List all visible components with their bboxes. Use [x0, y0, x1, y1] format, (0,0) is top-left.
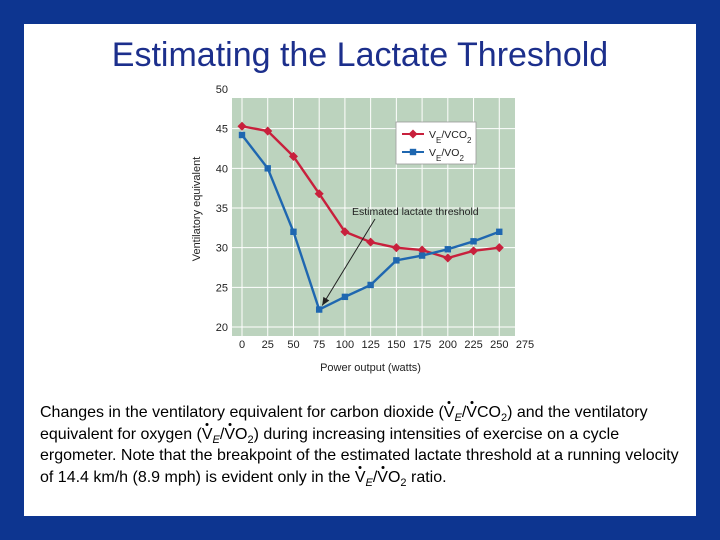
annotation-arrowhead [322, 296, 330, 306]
data-point-square [238, 131, 246, 139]
y-tick-label: 40 [216, 163, 228, 175]
legend-box [395, 121, 477, 165]
x-tick-label: 200 [439, 339, 457, 351]
figure-caption: Changes in the ventilatory equivalent fo… [40, 404, 679, 489]
x-tick-label: 0 [239, 339, 245, 351]
annotation-arrow-line [321, 218, 376, 306]
data-point-square [290, 228, 297, 235]
x-tick-label: 100 [336, 339, 354, 351]
y-tick-label: 50 [216, 84, 228, 96]
slide-title: Estimating the Lactate Threshold [111, 36, 609, 74]
x-tick-label: 275 [516, 339, 534, 351]
data-point-square [367, 281, 374, 289]
y-tick-label: 25 [216, 282, 228, 294]
data-point-diamond [366, 237, 376, 247]
y-tick-label: 35 [216, 203, 228, 215]
x-tick-label: 250 [490, 339, 508, 351]
data-point-diamond [237, 121, 247, 131]
data-point-diamond [469, 246, 479, 256]
tick-labels: 0 25 50 75 100 125 150 175 200 225 250 275 20 25 30 35 4… [216, 84, 534, 351]
x-tick-label: 50 [287, 339, 299, 351]
legend-marker-square [409, 148, 417, 156]
y-tick-label: 45 [216, 124, 228, 136]
data-point-square [264, 165, 271, 172]
y-axis-label: Ventilatory equivalent [191, 157, 203, 262]
legend-label-2: VE/VO2 [429, 147, 464, 163]
x-tick-label: 150 [387, 339, 405, 351]
annotation-label: Estimated lactate threshold [352, 206, 479, 218]
data-point-square [393, 257, 400, 264]
data-point-square [341, 293, 349, 301]
annotation: Estimated lactate threshold [321, 206, 479, 306]
y-tick-label: 30 [216, 243, 228, 255]
data-point-diamond [263, 126, 273, 136]
data-point-square [444, 246, 452, 253]
data-point-square [418, 252, 426, 259]
data-point-square [315, 306, 323, 313]
x-axis-label: Power output (watts) [320, 362, 421, 374]
x-tick-label: 25 [262, 339, 274, 351]
legend: VE/VCO2 VE/VO2 [395, 121, 477, 165]
data-point-square [496, 228, 503, 235]
legend-label-1: VE/VCO2 [429, 129, 472, 145]
x-tick-label: 225 [464, 339, 482, 351]
data-point-square [470, 238, 477, 245]
x-tick-label: 125 [361, 339, 379, 351]
x-tick-label: 175 [413, 339, 431, 351]
x-tick-label: 75 [313, 339, 325, 351]
y-tick-label: 20 [216, 322, 228, 334]
